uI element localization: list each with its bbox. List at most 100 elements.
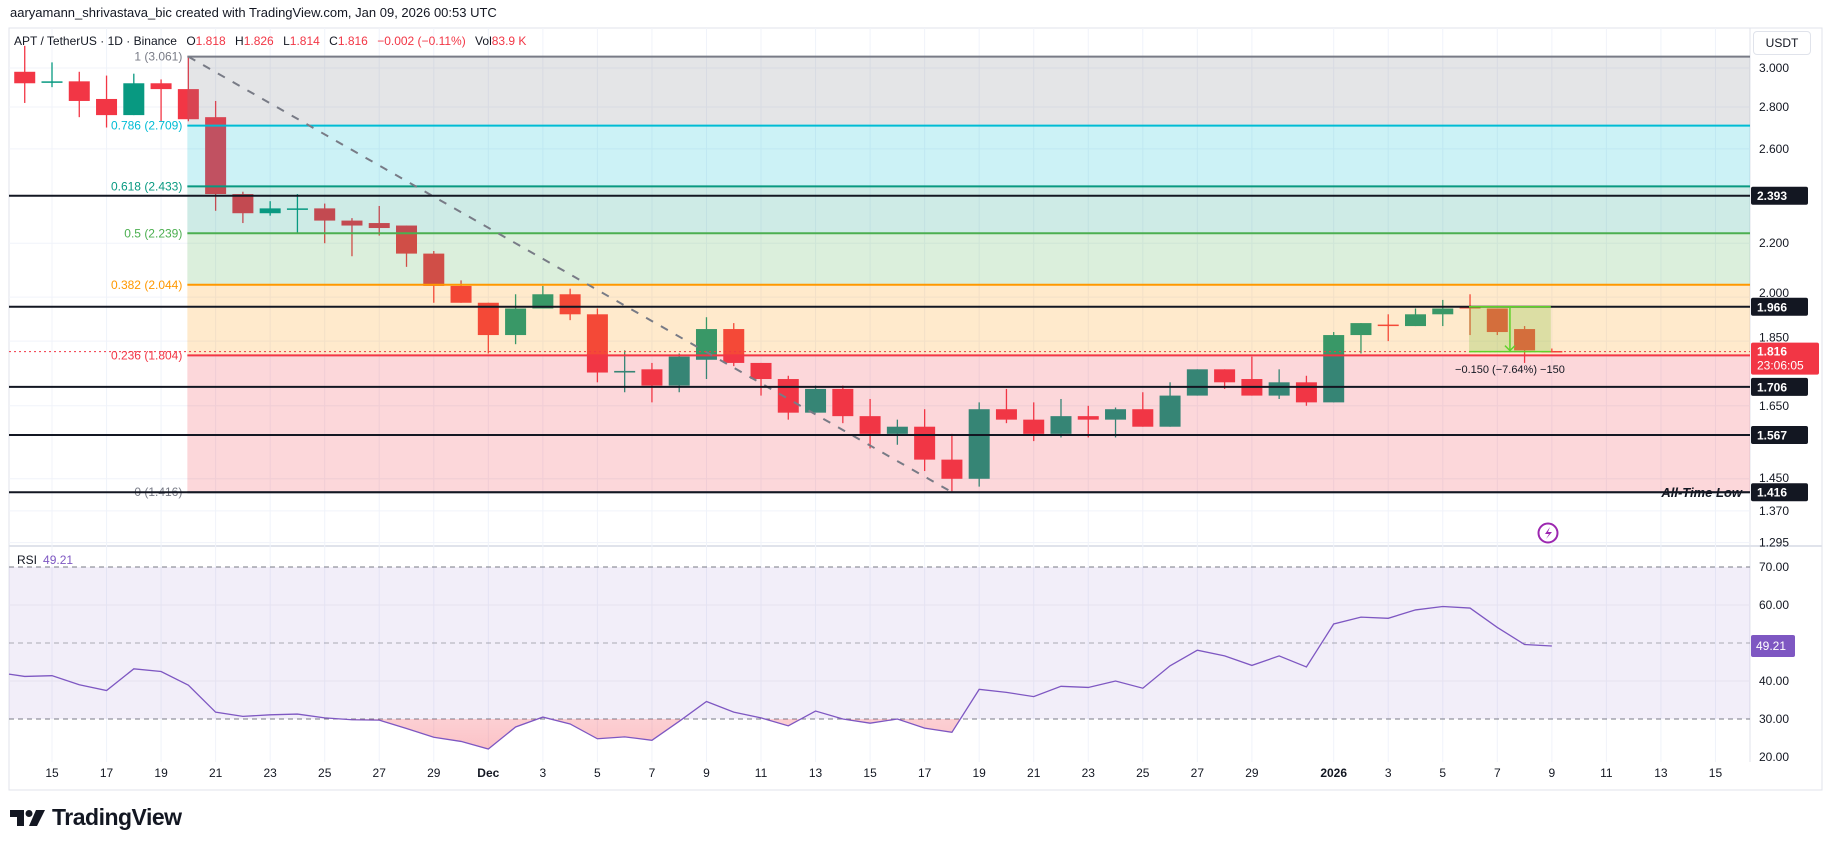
close-label: C [329,34,338,48]
candle-body [423,253,445,286]
candle [832,385,854,424]
low-value: 1.814 [289,34,320,48]
candle-body [450,285,472,303]
rsi-tick-label: 30.00 [1759,712,1789,726]
high-label: H [235,34,244,48]
candle-body [941,459,963,479]
candle-body [150,83,172,90]
symbol-name[interactable]: APT / TetherUS · 1D · Binance [14,34,177,48]
price-pane[interactable]: 1 (3.061) 0.786 (2.709) 0.618 (2.433) 0.5 (… [9,45,1750,500]
price-badge [1751,425,1808,444]
candle-body [1405,314,1426,327]
rsi-label: RSI [17,553,38,567]
candle-body [1377,324,1399,327]
candle [1105,407,1127,438]
lightning-icon[interactable] [1537,522,1559,544]
candle [559,288,581,321]
date-tick-label: 2026 [1320,766,1347,780]
candle-body [750,362,772,380]
candle [641,362,663,403]
candle-body [641,369,663,386]
fib-level-label: 0.382 (2.044) [111,278,182,292]
candle-body [1268,382,1290,396]
date-tick-label: 17 [100,766,114,780]
candle [1186,369,1208,396]
date-tick-label: 9 [703,766,710,780]
price-badge-label: 1.706 [1757,380,1787,394]
price-tick-label: 2.600 [1759,142,1789,156]
candle [286,194,308,234]
candle [859,398,881,449]
current-price-badge [1751,342,1819,375]
date-tick-label: 25 [318,766,332,780]
candle [1214,369,1236,389]
candle [368,205,390,236]
date-tick-label: 3 [540,766,547,780]
candle-body [1541,350,1563,353]
candle-body [68,81,90,101]
candle [1514,326,1536,363]
candle [123,73,145,116]
date-tick-label: 23 [263,766,277,780]
rsi-tick-label: 60.00 [1759,598,1789,612]
candle [1541,348,1563,353]
rsi-tick-label: 70.00 [1759,560,1789,574]
current-price-label: 1.816 [1757,345,1787,359]
logo-text: TradingView [52,804,182,830]
candle-body [14,71,36,84]
currency-button[interactable]: USDT [1753,31,1811,55]
date-tick-label: 19 [154,766,168,780]
price-tick-label: 1.295 [1759,536,1789,550]
candle-body [341,220,363,226]
date-tick-label: 27 [1191,766,1205,780]
date-tick-label: 11 [755,766,768,780]
candle-body [668,356,690,386]
rsi-value-badge [1751,635,1795,658]
rsi-tick-label: 20.00 [1759,750,1789,764]
candle [1159,382,1181,427]
price-range-measure[interactable] [1469,306,1551,353]
rsi-line [8,605,1552,750]
candle-body [41,81,63,83]
fib-band [187,284,1750,356]
rsi-pane[interactable] [8,566,1750,750]
candle-body [614,370,636,373]
change-value: −0.002 (−0.11%) [377,34,466,48]
candle-body [259,208,281,214]
candle-body [859,416,881,434]
fib-level-label: 0.786 (2.709) [111,119,182,133]
high-value: 1.826 [243,34,274,48]
candle-body [695,329,717,360]
candle [614,350,636,393]
price-badge-label: 1.567 [1757,428,1787,442]
candle [941,433,963,493]
tradingview-logo[interactable]: TradingView [10,804,182,831]
fib-level-label: 1 (3.061) [134,50,182,64]
candle [968,402,990,487]
price-tick-label: 2.200 [1759,236,1789,250]
candle [695,317,717,380]
date-tick-label: 5 [594,766,601,780]
date-tick-label: 27 [373,766,387,780]
candle [995,388,1017,424]
date-tick-label: 29 [427,766,441,780]
candle [177,56,199,122]
candle [505,294,527,345]
date-tick-label: 13 [809,766,823,780]
candle-body [1132,409,1154,427]
fib-band [187,186,1750,234]
open-label: O [186,34,196,48]
date-tick-label: 21 [209,766,223,780]
candle-body [995,409,1017,420]
candle-body [123,83,145,116]
date-tick-label: 23 [1082,766,1096,780]
candle-body [286,208,308,210]
candle-body [1350,323,1372,336]
candle [1377,314,1399,342]
trend-line[interactable] [187,55,953,494]
price-badge [1751,377,1808,396]
candle-body [368,223,390,229]
candle [1350,323,1372,354]
date-tick-label: 15 [863,766,877,780]
